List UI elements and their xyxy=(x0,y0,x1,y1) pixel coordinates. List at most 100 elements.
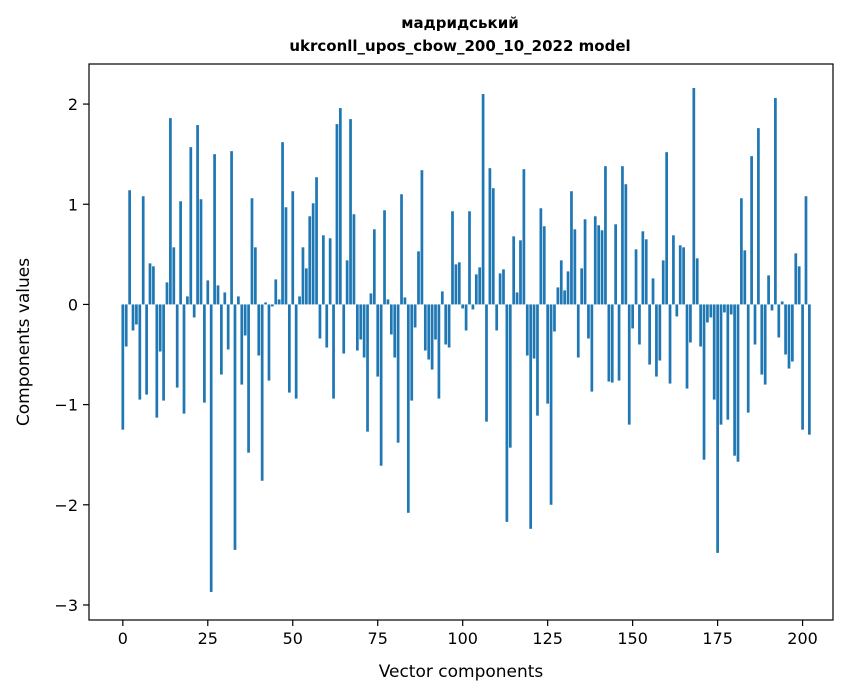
bar xyxy=(335,124,339,305)
bar xyxy=(784,304,787,355)
bar xyxy=(570,191,573,305)
bar xyxy=(158,304,162,352)
bar xyxy=(580,268,584,305)
bar xyxy=(712,304,716,400)
bar xyxy=(138,304,142,400)
bar xyxy=(192,304,196,318)
bar xyxy=(505,304,509,522)
bar xyxy=(753,304,757,345)
bar xyxy=(277,299,281,305)
bar xyxy=(804,196,808,305)
bar xyxy=(175,304,179,388)
bar xyxy=(366,304,369,432)
y-axis-label: Components values xyxy=(14,258,34,426)
bar xyxy=(791,304,794,362)
bar xyxy=(413,304,417,328)
bar xyxy=(451,211,454,305)
bar xyxy=(444,304,448,345)
x-tick-label: 125 xyxy=(532,629,563,648)
bar xyxy=(563,290,567,305)
bar xyxy=(410,304,414,401)
bar xyxy=(763,304,767,385)
bar xyxy=(349,119,352,305)
bar xyxy=(689,304,692,343)
bar xyxy=(474,274,478,305)
bar xyxy=(440,291,444,305)
bar xyxy=(291,191,295,305)
y-axis-ticks: −3 −2 −1 0 1 2 xyxy=(54,95,89,615)
bar xyxy=(427,304,431,360)
x-tick-label: 75 xyxy=(368,629,388,648)
bar xyxy=(461,304,465,309)
bar xyxy=(447,304,451,348)
bar xyxy=(257,304,261,356)
bar xyxy=(729,304,733,315)
bar xyxy=(434,304,437,340)
bar xyxy=(515,292,519,305)
x-tick-label: 100 xyxy=(447,629,478,648)
bar xyxy=(695,258,699,305)
bar xyxy=(682,247,685,305)
bar xyxy=(189,147,193,305)
bar xyxy=(135,304,138,325)
bar xyxy=(372,229,376,305)
bar xyxy=(121,304,125,430)
bar xyxy=(726,304,730,420)
x-axis-label: Vector components xyxy=(379,662,544,682)
bar xyxy=(281,142,284,305)
bar xyxy=(203,304,206,403)
y-tick-label: −2 xyxy=(54,496,78,515)
bar xyxy=(209,304,213,592)
bar xyxy=(542,226,546,305)
bar xyxy=(668,304,672,384)
bar xyxy=(746,304,750,413)
bar xyxy=(641,231,645,305)
x-tick-label: 200 xyxy=(787,629,818,648)
bar xyxy=(621,166,624,305)
bar xyxy=(597,225,601,305)
bar xyxy=(182,304,186,414)
bar xyxy=(583,219,587,305)
chart-title: мадридський xyxy=(401,14,518,32)
bar xyxy=(338,108,342,305)
bar xyxy=(250,198,254,305)
bar xyxy=(359,304,363,340)
bar xyxy=(332,304,335,399)
bar xyxy=(627,304,631,425)
bar xyxy=(553,304,556,332)
bar xyxy=(430,304,434,370)
bar xyxy=(699,304,702,347)
bar xyxy=(196,125,199,305)
bar xyxy=(420,170,424,305)
x-tick-label: 25 xyxy=(198,629,218,648)
bar xyxy=(240,304,244,385)
bar xyxy=(485,304,488,422)
bar xyxy=(678,245,682,305)
bar xyxy=(152,266,155,305)
bar xyxy=(590,304,594,392)
bar xyxy=(172,247,176,305)
bar xyxy=(587,304,590,339)
bar xyxy=(658,304,662,361)
bar xyxy=(794,253,798,305)
bar xyxy=(417,251,420,305)
bar xyxy=(573,229,577,305)
y-tick-label: −1 xyxy=(54,396,78,415)
bar xyxy=(308,216,312,305)
chart-subtitle: ukrconll_upos_cbow_200_10_2022 model xyxy=(289,37,630,55)
bar xyxy=(379,304,383,466)
bar xyxy=(736,304,740,462)
bar xyxy=(692,88,696,305)
bar xyxy=(743,250,747,305)
bar xyxy=(648,304,651,365)
bar xyxy=(162,304,165,401)
bar xyxy=(233,304,237,550)
bars-group xyxy=(121,88,811,592)
bar xyxy=(750,156,753,305)
bar xyxy=(437,304,441,399)
plot-frame xyxy=(88,63,834,621)
bar xyxy=(128,190,131,305)
bar xyxy=(243,304,247,336)
bar xyxy=(271,304,274,307)
bar xyxy=(355,304,359,351)
